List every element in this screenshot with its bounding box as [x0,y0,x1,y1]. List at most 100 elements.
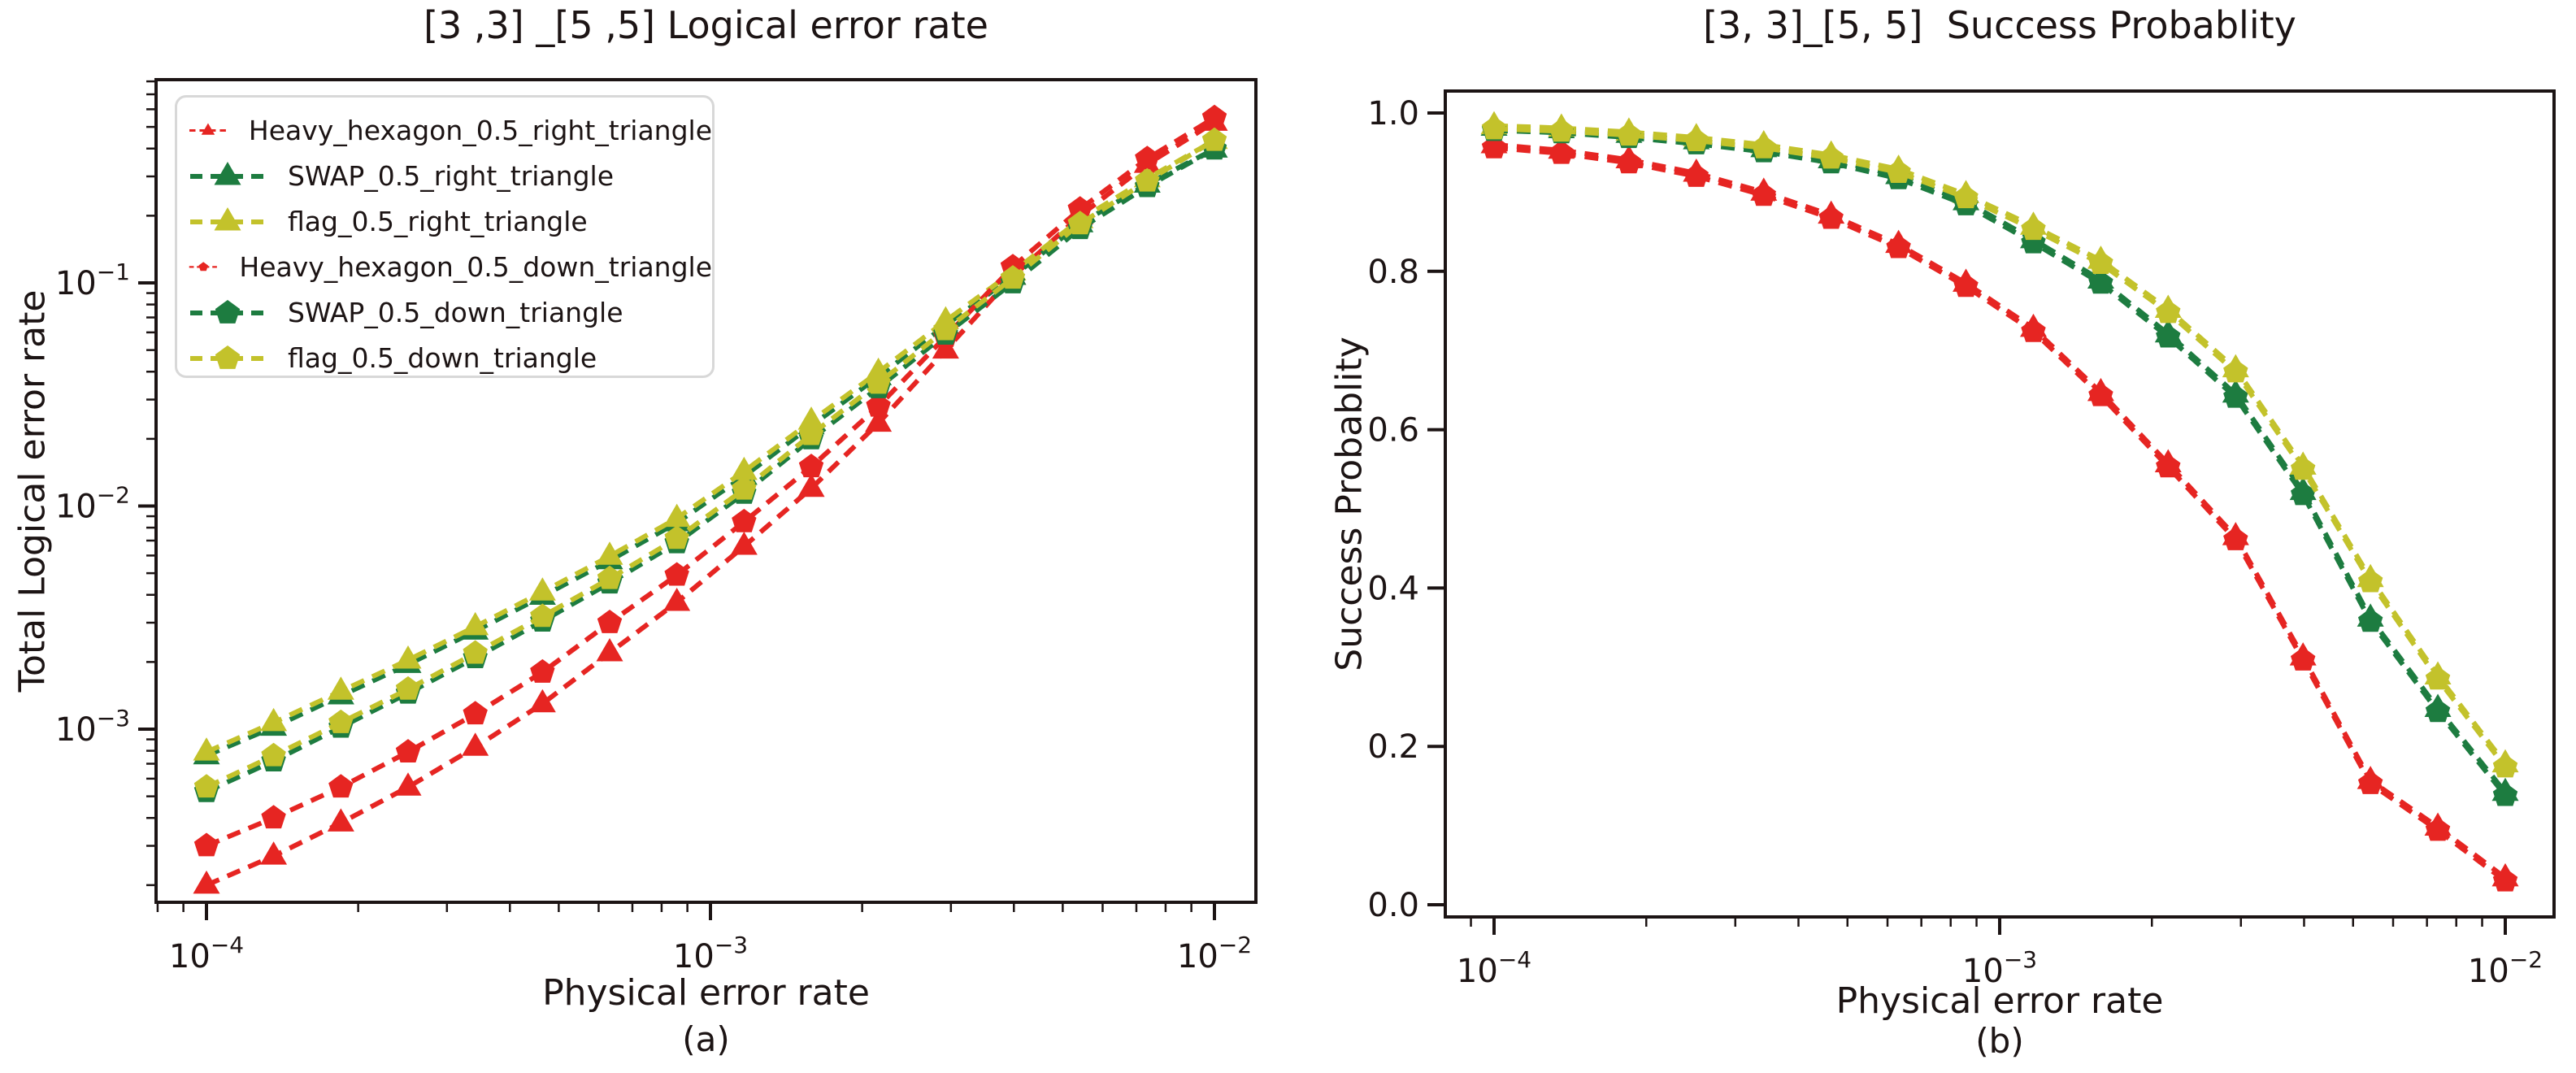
data-point-marker [866,370,891,394]
series-group [1480,111,2519,892]
data-point-marker [2290,481,2316,506]
data-point-marker [1201,104,1227,128]
data-point-marker [2357,770,2383,794]
data-point-marker [1953,185,1979,209]
data-point-marker [2223,358,2248,383]
legend-item-SWAP_0.5_down_triangle: SWAP_0.5_down_triangle [189,289,712,335]
data-point-marker [2156,299,2181,324]
data-point-marker [2021,318,2046,342]
right-y-axis-label: Success Probablity [1328,337,1371,671]
data-point-marker [597,565,623,589]
legend-box: Heavy_hexagon_0.5_right_triangle SWAP_0.5… [175,95,715,378]
y-tick-label: 1.0 [1367,95,1419,132]
data-point-marker [597,610,623,633]
data-point-marker [2425,666,2451,690]
data-point-marker [1481,115,1507,140]
y-tick-label: 10−3 [55,705,130,749]
data-point-marker [395,676,421,700]
triangle-marker-icon [190,162,265,185]
data-point-marker [394,645,422,669]
left-chart-title: [3 ,3] _[5 ,5] Logical error rate [424,3,988,47]
data-point-marker [596,541,623,565]
series-markers-flag_0.5_down_triangle [1481,115,2518,778]
series-line-flag_0.5_right_triangle [205,138,1216,754]
data-point-marker [193,832,219,857]
y-tick-label: 0.2 [1367,728,1419,766]
data-point-marker [1616,122,1642,146]
legend-label: Heavy_hexagon_0.5_down_triangle [239,250,712,283]
right-x-axis-label: Physical error rate [1835,980,2164,1022]
data-point-marker [2223,384,2248,408]
data-point-marker [797,473,825,497]
data-point-marker [1067,196,1093,220]
x-tick-label: 10−2 [2468,946,2543,990]
series-line-Heavy_hexagon_0.5_down_triangle [1493,145,2507,884]
series-line-flag_0.5_down_triangle [205,138,1216,790]
data-point-marker [798,454,824,478]
x-tick-label: 10−4 [1457,946,1531,990]
series-line-SWAP_0.5_right_triangle [1493,124,2508,794]
data-point-marker [463,640,488,664]
data-point-marker [328,774,354,798]
data-point-marker [2088,250,2113,274]
y-major-ticks: 10−1 10−2 10−3 [55,258,156,749]
left-x-axis-label: Physical error rate [542,972,870,1014]
data-point-marker [732,476,757,500]
data-point-marker [933,316,958,341]
data-point-marker [2290,647,2316,671]
data-point-marker [1751,134,1776,159]
data-point-marker [2088,382,2113,406]
data-point-marker [261,805,286,829]
data-point-marker [530,658,555,683]
series-group [193,104,1228,894]
data-point-marker [797,406,825,430]
series-line-SWAP_0.5_down_triangle [205,146,1216,794]
legend-item-Heavy_hexagon_0.5_down_triangle: Heavy_hexagon_0.5_down_triangle [189,244,712,289]
pentagon-marker-icon [189,262,218,272]
data-point-marker [664,525,689,550]
data-point-marker [1886,159,1911,183]
triangle-marker-icon [189,123,227,135]
data-point-marker [2156,324,2181,348]
left-y-axis-label: Total Logical error rate [11,289,54,693]
data-point-marker [327,808,354,832]
data-point-marker [1683,128,1709,151]
data-point-marker [596,638,623,662]
data-point-marker [2088,270,2113,294]
legend-sample-marker [201,123,215,135]
series-line-SWAP_0.5_down_triangle [1493,128,2508,797]
legend-sample-marker [215,345,241,369]
data-point-marker [1616,150,1642,174]
data-point-marker [663,588,691,611]
data-point-marker [1135,167,1160,192]
data-point-marker [2290,456,2316,480]
legend-sample-marker [198,262,208,272]
y-tick-label: 10−1 [55,258,130,302]
chart-0: 10−4 10−3 10−2 10−1 10−2 10−3 [55,78,1258,975]
right-subfigure-label: (b) [1975,1021,2024,1061]
data-point-marker [261,742,286,767]
data-point-marker [932,335,959,359]
legend-item-flag_0.5_right_triangle: flag_0.5_right_triangle [189,198,712,244]
x-major-ticks: 10−4 10−3 10−2 [169,902,1252,975]
data-point-marker [394,772,422,796]
data-point-marker [528,689,556,713]
data-point-marker [328,709,354,733]
series-markers-SWAP_0.5_right_triangle [1480,112,2519,801]
data-point-marker [2357,568,2383,593]
left-subfigure-label: (a) [682,1019,730,1059]
data-point-marker [530,603,555,628]
data-point-marker [730,456,758,480]
y-tick-label: 0.0 [1367,887,1419,924]
data-point-marker [193,774,219,798]
data-point-marker [463,701,488,725]
legend-label: Heavy_hexagon_0.5_right_triangle [248,114,712,146]
y-tick-label: 0.4 [1367,570,1419,607]
triangle-marker-icon [190,207,265,231]
series-line-Heavy_hexagon_0.5_down_triangle [205,115,1216,849]
series-line-Heavy_hexagon_0.5_right_triangle [205,119,1216,888]
legend-label: flag_0.5_right_triangle [288,205,588,237]
y-tick-label: 0.8 [1367,254,1419,291]
